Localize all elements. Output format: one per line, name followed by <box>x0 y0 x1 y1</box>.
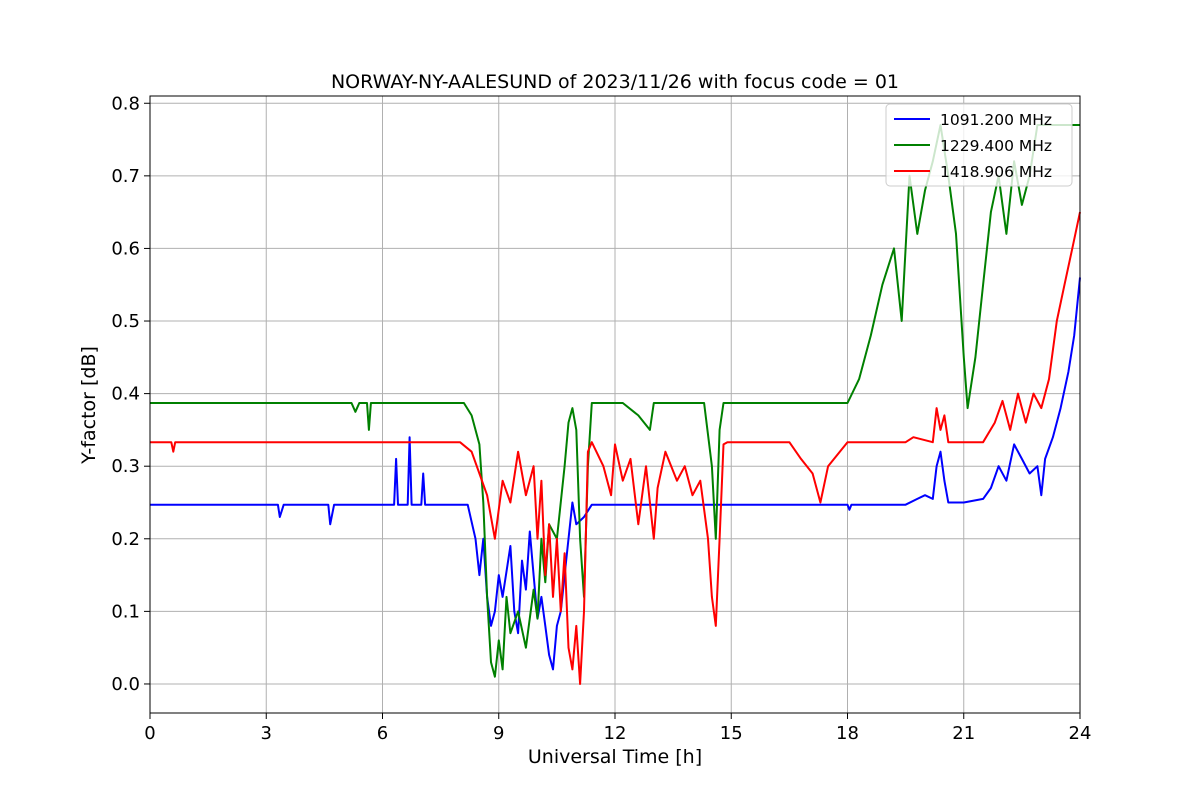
legend-box <box>885 103 1073 187</box>
series-line-2 <box>150 124 1080 678</box>
x-tick-label: 9 <box>493 723 504 744</box>
y-axis-ticks: 0.0 0.1 0.2 0.3 0.4 0.5 0.6 0.7 0.8 <box>111 93 150 695</box>
x-tick-label: 0 <box>144 723 155 744</box>
y-tick-label: 0.1 <box>111 601 140 622</box>
y-axis-label: Y-factor [dB] <box>78 346 100 465</box>
x-tick-label: 15 <box>720 723 743 744</box>
x-axis-ticks: 0 3 6 9 12 15 18 21 24 <box>144 713 1091 744</box>
x-tick-label: 18 <box>836 723 859 744</box>
y-tick-label: 0.6 <box>111 238 140 259</box>
series-line-3 <box>150 211 1081 685</box>
x-tick-label: 12 <box>604 723 627 744</box>
y-tick-label: 0.7 <box>111 166 140 187</box>
legend-entry: 1418.906 MHz <box>940 163 1052 181</box>
x-tick-label: 24 <box>1069 723 1092 744</box>
x-tick-label: 6 <box>377 723 388 744</box>
legend-entry: 1091.200 MHz <box>940 111 1052 129</box>
x-tick-label: 3 <box>261 723 272 744</box>
legend-entry: 1229.400 MHz <box>940 137 1052 155</box>
y-tick-label: 0.5 <box>111 311 140 332</box>
legend: 1091.200 MHz 1229.400 MHz 1418.906 MHz <box>885 103 1073 187</box>
series-lines <box>150 124 1081 685</box>
x-axis-label: Universal Time [h] <box>528 746 702 768</box>
gridlines <box>149 96 1081 713</box>
y-tick-label: 0.0 <box>111 674 140 695</box>
y-tick-label: 0.2 <box>111 529 140 550</box>
x-tick-label: 21 <box>952 723 975 744</box>
y-tick-label: 0.8 <box>111 93 140 114</box>
y-tick-label: 0.3 <box>111 456 140 477</box>
series-line-1 <box>150 277 1081 671</box>
chart-title: NORWAY-NY-AALESUND of 2023/11/26 with fo… <box>331 71 899 93</box>
y-tick-label: 0.4 <box>111 384 140 405</box>
